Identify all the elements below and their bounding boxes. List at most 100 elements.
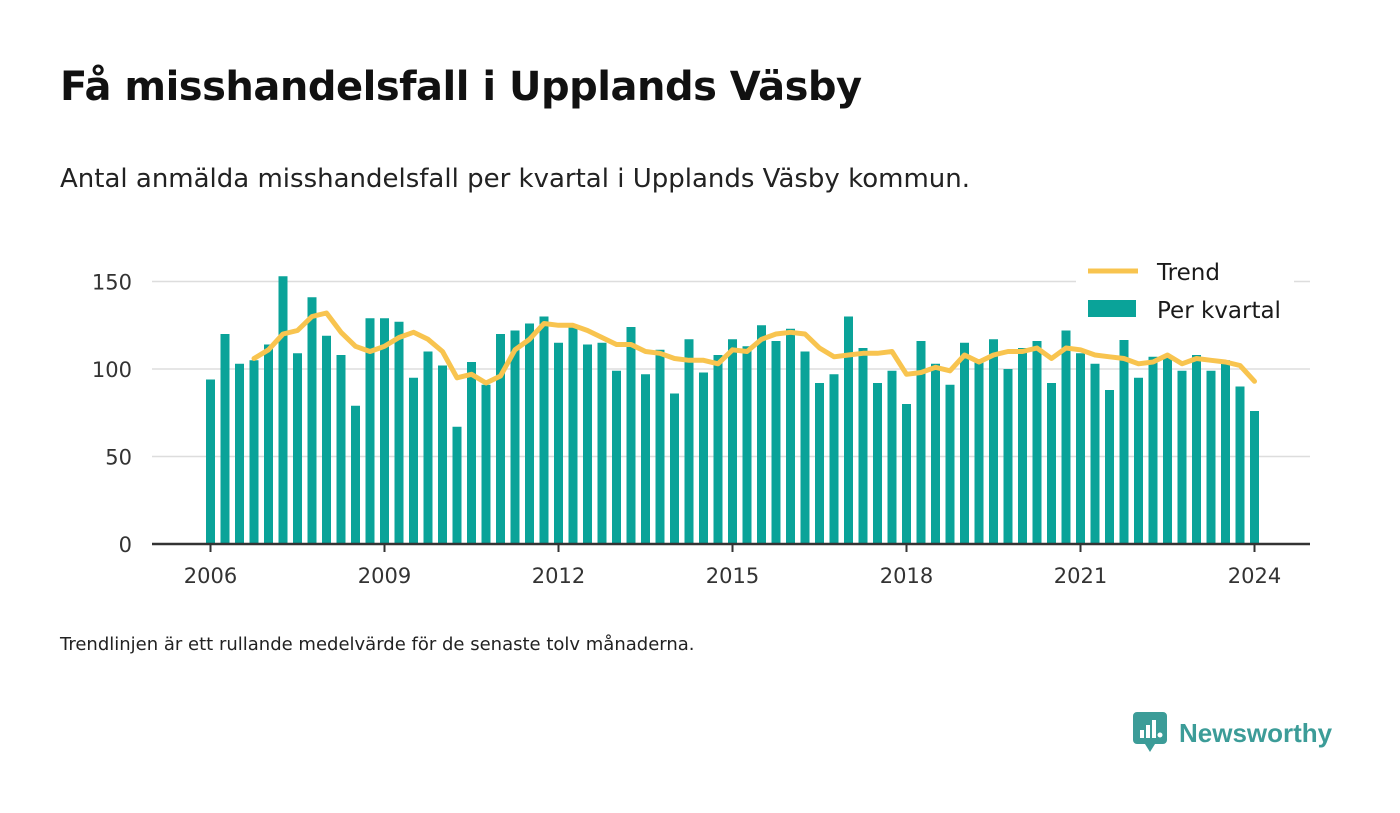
bar <box>597 342 607 544</box>
bar <box>655 349 665 544</box>
bar <box>394 321 404 544</box>
bar <box>554 342 563 544</box>
y-tick-label: 50 <box>105 446 132 470</box>
bar <box>467 362 476 544</box>
x-tick-label: 2018 <box>880 564 933 588</box>
bar <box>1061 330 1071 544</box>
legend-bar-swatch <box>1088 300 1136 317</box>
bar <box>481 384 491 544</box>
bar <box>496 334 505 544</box>
bar <box>757 325 766 544</box>
bar <box>974 360 984 544</box>
bar <box>438 365 447 544</box>
chart-title: Få misshandelsfall i Upplands Väsby <box>60 64 862 110</box>
legend: Trend Per kvartal <box>1076 252 1294 340</box>
bar <box>815 383 824 544</box>
bar <box>336 355 346 544</box>
bar <box>1221 360 1230 544</box>
bar <box>525 323 534 544</box>
legend-background <box>1076 252 1294 340</box>
bar <box>1119 335 1129 544</box>
bar <box>684 339 694 544</box>
legend-bar-label: Per kvartal <box>1157 298 1281 324</box>
bar <box>1076 353 1085 544</box>
y-tick-label: 100 <box>92 358 132 382</box>
bar <box>1105 390 1114 544</box>
footnote: Trendlinjen är ett rullande medelvärde f… <box>60 634 695 655</box>
bar <box>206 379 215 544</box>
bar <box>1003 369 1013 544</box>
trend-line <box>251 310 1257 386</box>
bar <box>873 383 882 544</box>
bar <box>786 328 795 544</box>
brand-logo: Newsworthy <box>1133 711 1332 755</box>
y-tick-label: 0 <box>119 533 132 557</box>
bar <box>220 334 230 544</box>
newsworthy-logo-icon <box>1133 712 1167 752</box>
bar <box>641 374 650 544</box>
bar <box>728 339 737 544</box>
bar <box>1206 370 1216 544</box>
bar <box>1192 355 1201 544</box>
chart-subtitle: Antal anmälda misshandelsfall per kvarta… <box>60 164 970 194</box>
x-tick-label: 2006 <box>184 564 237 588</box>
bar <box>887 370 897 544</box>
bar <box>423 351 433 544</box>
x-tick-label: 2024 <box>1228 564 1281 588</box>
bar <box>351 405 360 544</box>
bar <box>931 363 940 544</box>
bar <box>1032 341 1042 544</box>
bar <box>1047 383 1056 544</box>
bar <box>409 377 418 544</box>
y-axis-ticks: 0 50 100 150 <box>92 271 132 558</box>
bar <box>264 344 273 544</box>
x-tick-label: 2015 <box>706 564 759 588</box>
bar <box>742 346 752 544</box>
bar <box>235 363 244 544</box>
bar <box>1090 363 1100 544</box>
bar <box>1148 356 1158 544</box>
bar <box>1018 348 1027 544</box>
bar-series <box>206 276 1259 544</box>
bar <box>1250 411 1259 544</box>
bar <box>626 327 636 544</box>
bar <box>800 351 810 544</box>
bar <box>1134 377 1143 544</box>
bar <box>771 341 781 544</box>
bar <box>989 339 998 544</box>
bar <box>1177 370 1187 544</box>
x-tick-label: 2009 <box>358 564 411 588</box>
bar <box>510 330 520 544</box>
x-tick-label: 2021 <box>1054 564 1107 588</box>
bar <box>1235 386 1245 544</box>
x-axis-ticks: 2006 2009 2012 2015 2018 2021 2024 <box>184 544 1281 588</box>
brand-name: Newsworthy <box>1179 717 1333 748</box>
x-tick-label: 2012 <box>532 564 585 588</box>
bar <box>945 384 955 544</box>
bar <box>1163 355 1172 544</box>
bar <box>670 393 679 544</box>
bar <box>278 276 288 544</box>
bar <box>539 316 549 544</box>
bar <box>307 297 317 544</box>
bar <box>960 342 969 544</box>
bar <box>583 344 592 544</box>
bar <box>380 318 389 544</box>
bar <box>365 318 375 544</box>
bar <box>916 341 926 544</box>
y-tick-label: 150 <box>92 271 132 295</box>
bar <box>322 335 331 544</box>
bar <box>829 374 839 544</box>
legend-trend-label: Trend <box>1156 260 1220 286</box>
bar <box>858 348 868 544</box>
bar <box>699 372 708 544</box>
bar <box>902 404 911 544</box>
bar <box>568 325 578 544</box>
bar <box>452 426 462 544</box>
bar <box>293 353 302 544</box>
bar <box>249 360 259 544</box>
bar <box>713 355 723 544</box>
bar <box>844 316 853 544</box>
bar <box>612 370 621 544</box>
